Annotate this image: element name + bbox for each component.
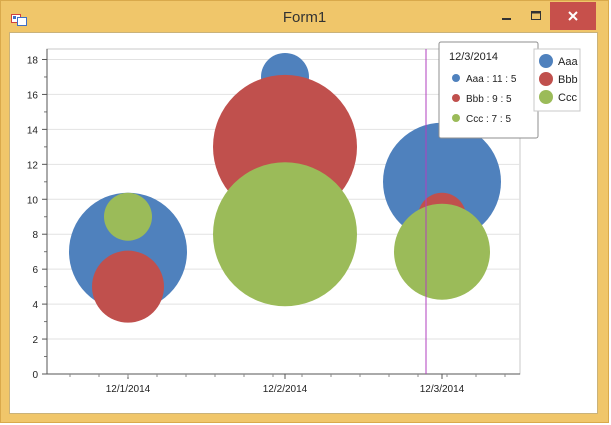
y-tick-label: 10	[27, 195, 39, 206]
maximize-button[interactable]	[522, 2, 550, 30]
tooltip-row-label: Ccc : 7 : 5	[466, 114, 511, 125]
x-tick-label: 12/1/2014	[106, 384, 151, 395]
chart-control[interactable]: 0 2 4 6 8 10 12 14 16 18 12/1/2014 12/2/2014 12/3/2…	[9, 32, 598, 414]
y-tick-label: 16	[27, 90, 39, 101]
y-tick-label: 8	[32, 230, 38, 241]
close-icon	[568, 11, 578, 21]
y-tick-label: 14	[27, 125, 39, 136]
legend-marker	[539, 54, 553, 68]
window-title: Form1	[282, 9, 327, 26]
tooltip-row-label: Bbb : 9 : 5	[466, 94, 512, 105]
bubble-chart[interactable]: 0 2 4 6 8 10 12 14 16 18 12/1/2014 12/2/2014 12/3/2…	[10, 33, 597, 413]
legend-label: Ccc	[558, 92, 577, 104]
legend-marker	[539, 72, 553, 86]
y-tick-label: 2	[32, 335, 38, 346]
y-tick-label: 0	[32, 370, 38, 381]
tooltip-row-label: Aaa : 11 : 5	[466, 74, 517, 85]
tooltip-marker	[452, 94, 460, 102]
bubble-aaa[interactable]	[383, 122, 501, 241]
y-tick-label: 12	[27, 160, 39, 171]
bubble-ccc[interactable]	[104, 192, 152, 241]
y-tick-label: 4	[32, 300, 38, 311]
title-bar[interactable]: Form1	[1, 1, 608, 37]
x-tick-label: 12/3/2014	[420, 384, 465, 395]
bubble-bbb[interactable]	[92, 250, 164, 323]
tooltip-title: 12/3/2014	[449, 51, 498, 63]
bubble-ccc[interactable]	[213, 162, 357, 307]
legend-marker	[539, 90, 553, 104]
crosshair-tooltip: 12/3/2014 Aaa : 11 : 5 Bbb : 9 : 5 Ccc : 7…	[438, 41, 539, 139]
y-tick-label: 18	[27, 55, 39, 66]
minimize-button[interactable]	[492, 2, 522, 30]
tooltip-marker	[452, 114, 460, 122]
legend-label: Bbb	[558, 74, 578, 86]
x-tick-label: 12/2/2014	[263, 384, 308, 395]
app-icon	[11, 14, 27, 26]
maximize-icon	[531, 11, 541, 20]
minimize-icon	[502, 18, 511, 20]
close-button[interactable]	[550, 2, 596, 30]
legend-label: Aaa	[558, 56, 578, 68]
y-tick-label: 6	[32, 265, 38, 276]
legend: Aaa Bbb Ccc	[533, 48, 581, 112]
bubble-ccc[interactable]	[394, 203, 490, 300]
tooltip-marker	[452, 74, 460, 82]
